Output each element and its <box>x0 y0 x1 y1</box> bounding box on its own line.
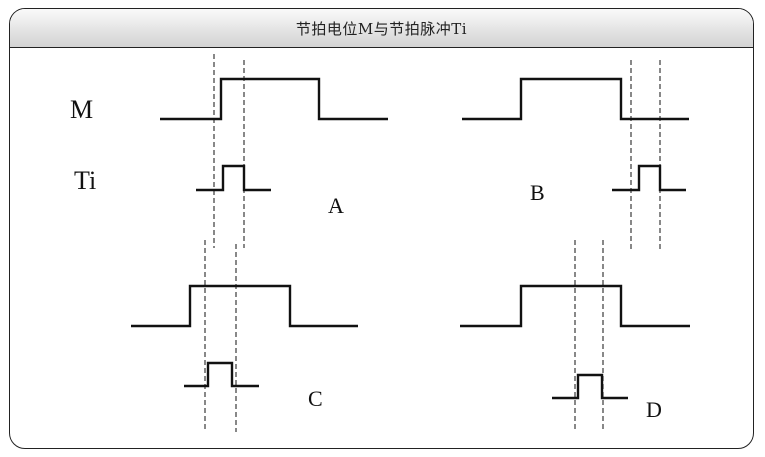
case-label-d: D <box>646 397 662 422</box>
title-bar: 节拍电位M与节拍脉冲Ti <box>10 9 753 48</box>
ti-pulse-c <box>184 361 259 388</box>
case-label-a: A <box>328 193 344 218</box>
case-label-b: B <box>530 180 545 205</box>
case-d: D <box>460 240 690 432</box>
m-waveform-c <box>131 284 358 328</box>
diagram-title: 节拍电位M与节拍脉冲Ti <box>295 19 468 38</box>
m-waveform-d <box>460 284 690 328</box>
m-waveform-b <box>462 77 689 121</box>
signal-label-ti: Ti <box>74 166 96 195</box>
case-label-c: C <box>308 386 323 411</box>
diagram-frame: 节拍电位M与节拍脉冲Ti <box>9 8 754 449</box>
ti-pulse-d <box>552 373 628 400</box>
case-a: A <box>160 54 388 248</box>
ti-pulse-a <box>196 164 271 192</box>
case-b: B <box>462 60 689 252</box>
ti-pulse-b <box>612 164 686 192</box>
case-c: C <box>131 240 358 432</box>
m-waveform-a <box>160 77 388 121</box>
signal-label-m: M <box>70 95 93 124</box>
